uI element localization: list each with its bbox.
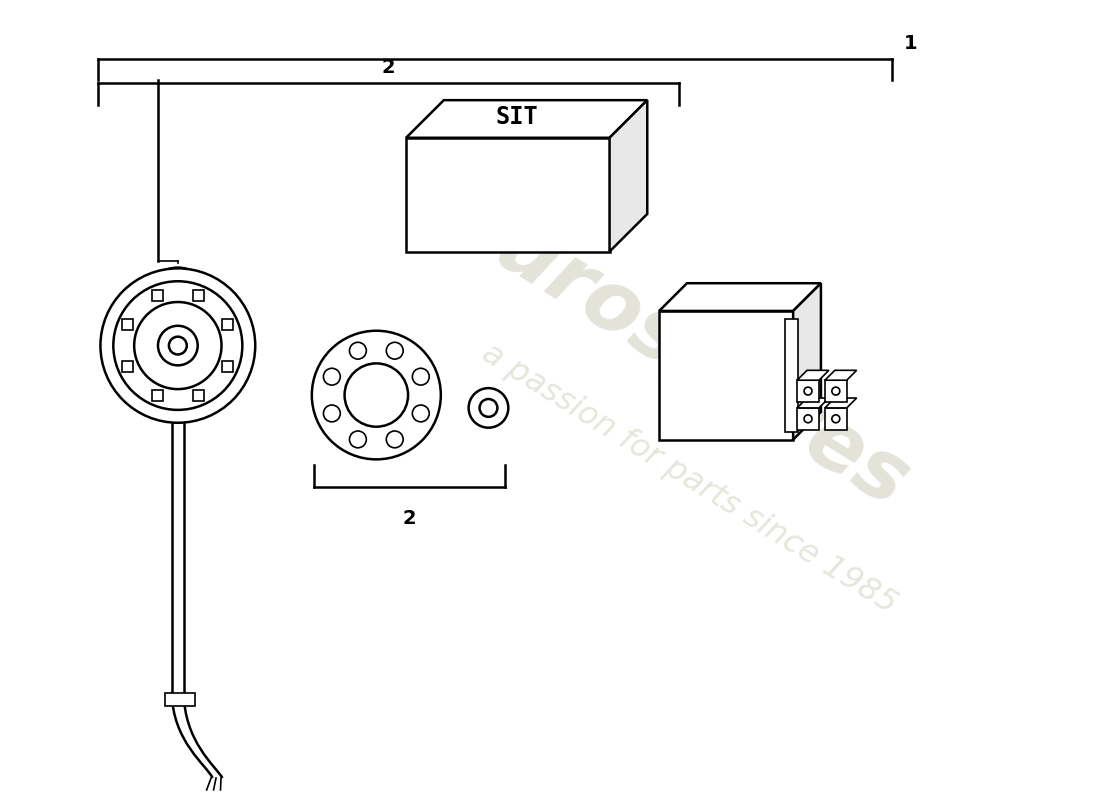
Circle shape bbox=[323, 405, 340, 422]
Polygon shape bbox=[122, 361, 133, 372]
Circle shape bbox=[412, 405, 429, 422]
Text: eurospares: eurospares bbox=[434, 177, 924, 525]
Polygon shape bbox=[798, 398, 829, 408]
Polygon shape bbox=[793, 283, 821, 439]
Polygon shape bbox=[825, 370, 857, 380]
Circle shape bbox=[469, 388, 508, 428]
Polygon shape bbox=[609, 100, 647, 251]
Polygon shape bbox=[825, 398, 857, 408]
Polygon shape bbox=[152, 390, 163, 401]
Polygon shape bbox=[152, 290, 163, 301]
Polygon shape bbox=[825, 380, 847, 402]
Text: a passion for parts since 1985: a passion for parts since 1985 bbox=[476, 338, 902, 620]
Polygon shape bbox=[194, 290, 204, 301]
Circle shape bbox=[323, 368, 340, 385]
Polygon shape bbox=[785, 319, 799, 432]
Circle shape bbox=[386, 342, 404, 359]
Circle shape bbox=[350, 431, 366, 448]
Circle shape bbox=[311, 330, 441, 459]
Text: 2: 2 bbox=[382, 58, 396, 78]
Circle shape bbox=[386, 431, 404, 448]
Polygon shape bbox=[194, 390, 204, 401]
Polygon shape bbox=[406, 138, 609, 251]
Polygon shape bbox=[825, 408, 847, 430]
Polygon shape bbox=[659, 311, 793, 439]
Polygon shape bbox=[659, 283, 821, 311]
Text: SIT: SIT bbox=[496, 105, 539, 129]
Circle shape bbox=[100, 268, 255, 422]
Ellipse shape bbox=[163, 268, 192, 280]
Polygon shape bbox=[222, 319, 233, 330]
Circle shape bbox=[350, 342, 366, 359]
Polygon shape bbox=[798, 380, 818, 402]
Polygon shape bbox=[165, 694, 195, 706]
Circle shape bbox=[344, 363, 408, 426]
Polygon shape bbox=[406, 100, 647, 138]
Polygon shape bbox=[122, 319, 133, 330]
Circle shape bbox=[480, 399, 497, 417]
Circle shape bbox=[169, 337, 187, 354]
Polygon shape bbox=[798, 408, 818, 430]
Circle shape bbox=[412, 368, 429, 385]
Text: 2: 2 bbox=[403, 509, 417, 528]
Text: 1: 1 bbox=[904, 34, 917, 53]
Polygon shape bbox=[222, 361, 233, 372]
Polygon shape bbox=[798, 370, 829, 380]
